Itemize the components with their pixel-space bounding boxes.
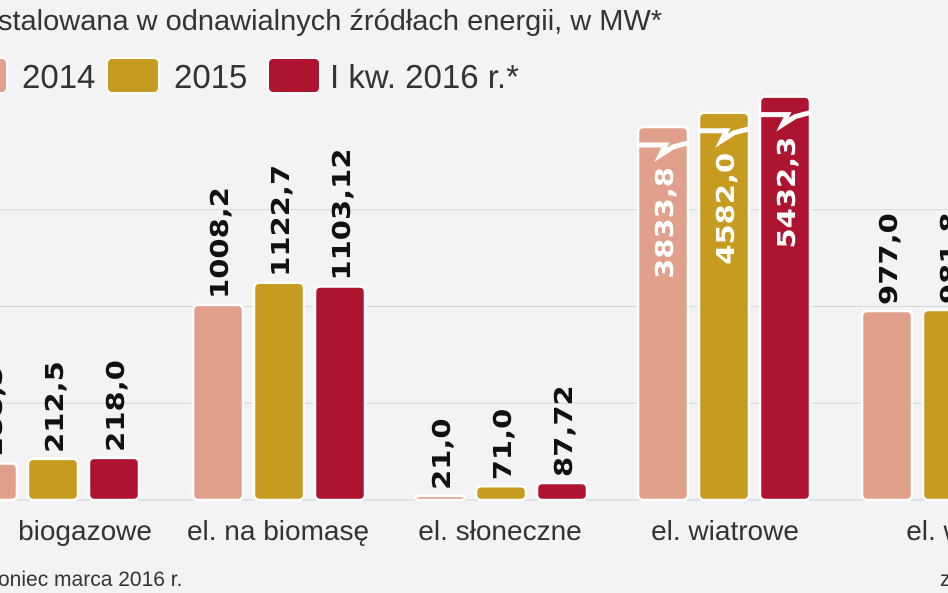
value-label: 5432,3 [773,137,801,249]
value-label: 977,0 [875,213,903,305]
bar [758,95,812,502]
bar [252,281,306,502]
category-label: biogazowe [18,515,152,546]
value-label: 87,72 [550,385,578,477]
bar [26,457,80,502]
legend-label: I kw. 2016 r.* [330,58,519,95]
source: z [940,568,948,591]
footnote: oniec marca 2016 r. [0,568,182,591]
legend-swatch [106,57,160,94]
axis-break-mark [699,126,750,148]
value-label: 71,0 [489,409,517,481]
category-label: el. na biomasę [187,515,369,546]
axis-break-mark [760,110,811,132]
bar [535,481,589,502]
bar [0,462,19,502]
category-label: el. wiatrowe [651,515,799,546]
bars: 188,5 212,5 218,0 1008,2 1122,7 1103,12 21,0 71… [0,95,948,502]
legend-swatch [267,57,321,94]
value-label: 4582,0 [712,153,740,265]
chart-title: stalowana w odnawialnych źródłach energi… [0,5,662,37]
bar [860,309,914,502]
value-label: 1103,12 [328,148,356,280]
axis-break-mark [638,140,689,162]
bar [474,485,528,502]
bar [697,111,751,502]
value-label: 3833,8 [651,167,679,279]
bar [636,125,690,502]
bar [313,285,367,502]
value-label: 981,8 [936,212,948,304]
category-label: el. słoneczne [418,515,581,546]
value-label: 218,0 [102,360,130,452]
bar [413,494,467,502]
category-label: el. w [906,515,948,546]
value-label: 21,0 [428,418,456,490]
category-labels: biogazowe el. na biomasę el. słoneczne el. … [18,515,948,546]
bar [921,308,948,502]
bar [87,456,141,502]
value-label: 212,5 [41,361,69,453]
value-label: 1122,7 [267,165,295,277]
legend: 2014 2015 I kw. 2016 r.* [0,57,519,95]
bar [191,303,245,502]
value-label: 1008,2 [206,187,234,299]
legend-label: 2015 [174,58,247,95]
legend-swatch [0,57,8,94]
legend-label: 2014 [22,58,95,95]
value-label: 188,5 [0,366,8,458]
